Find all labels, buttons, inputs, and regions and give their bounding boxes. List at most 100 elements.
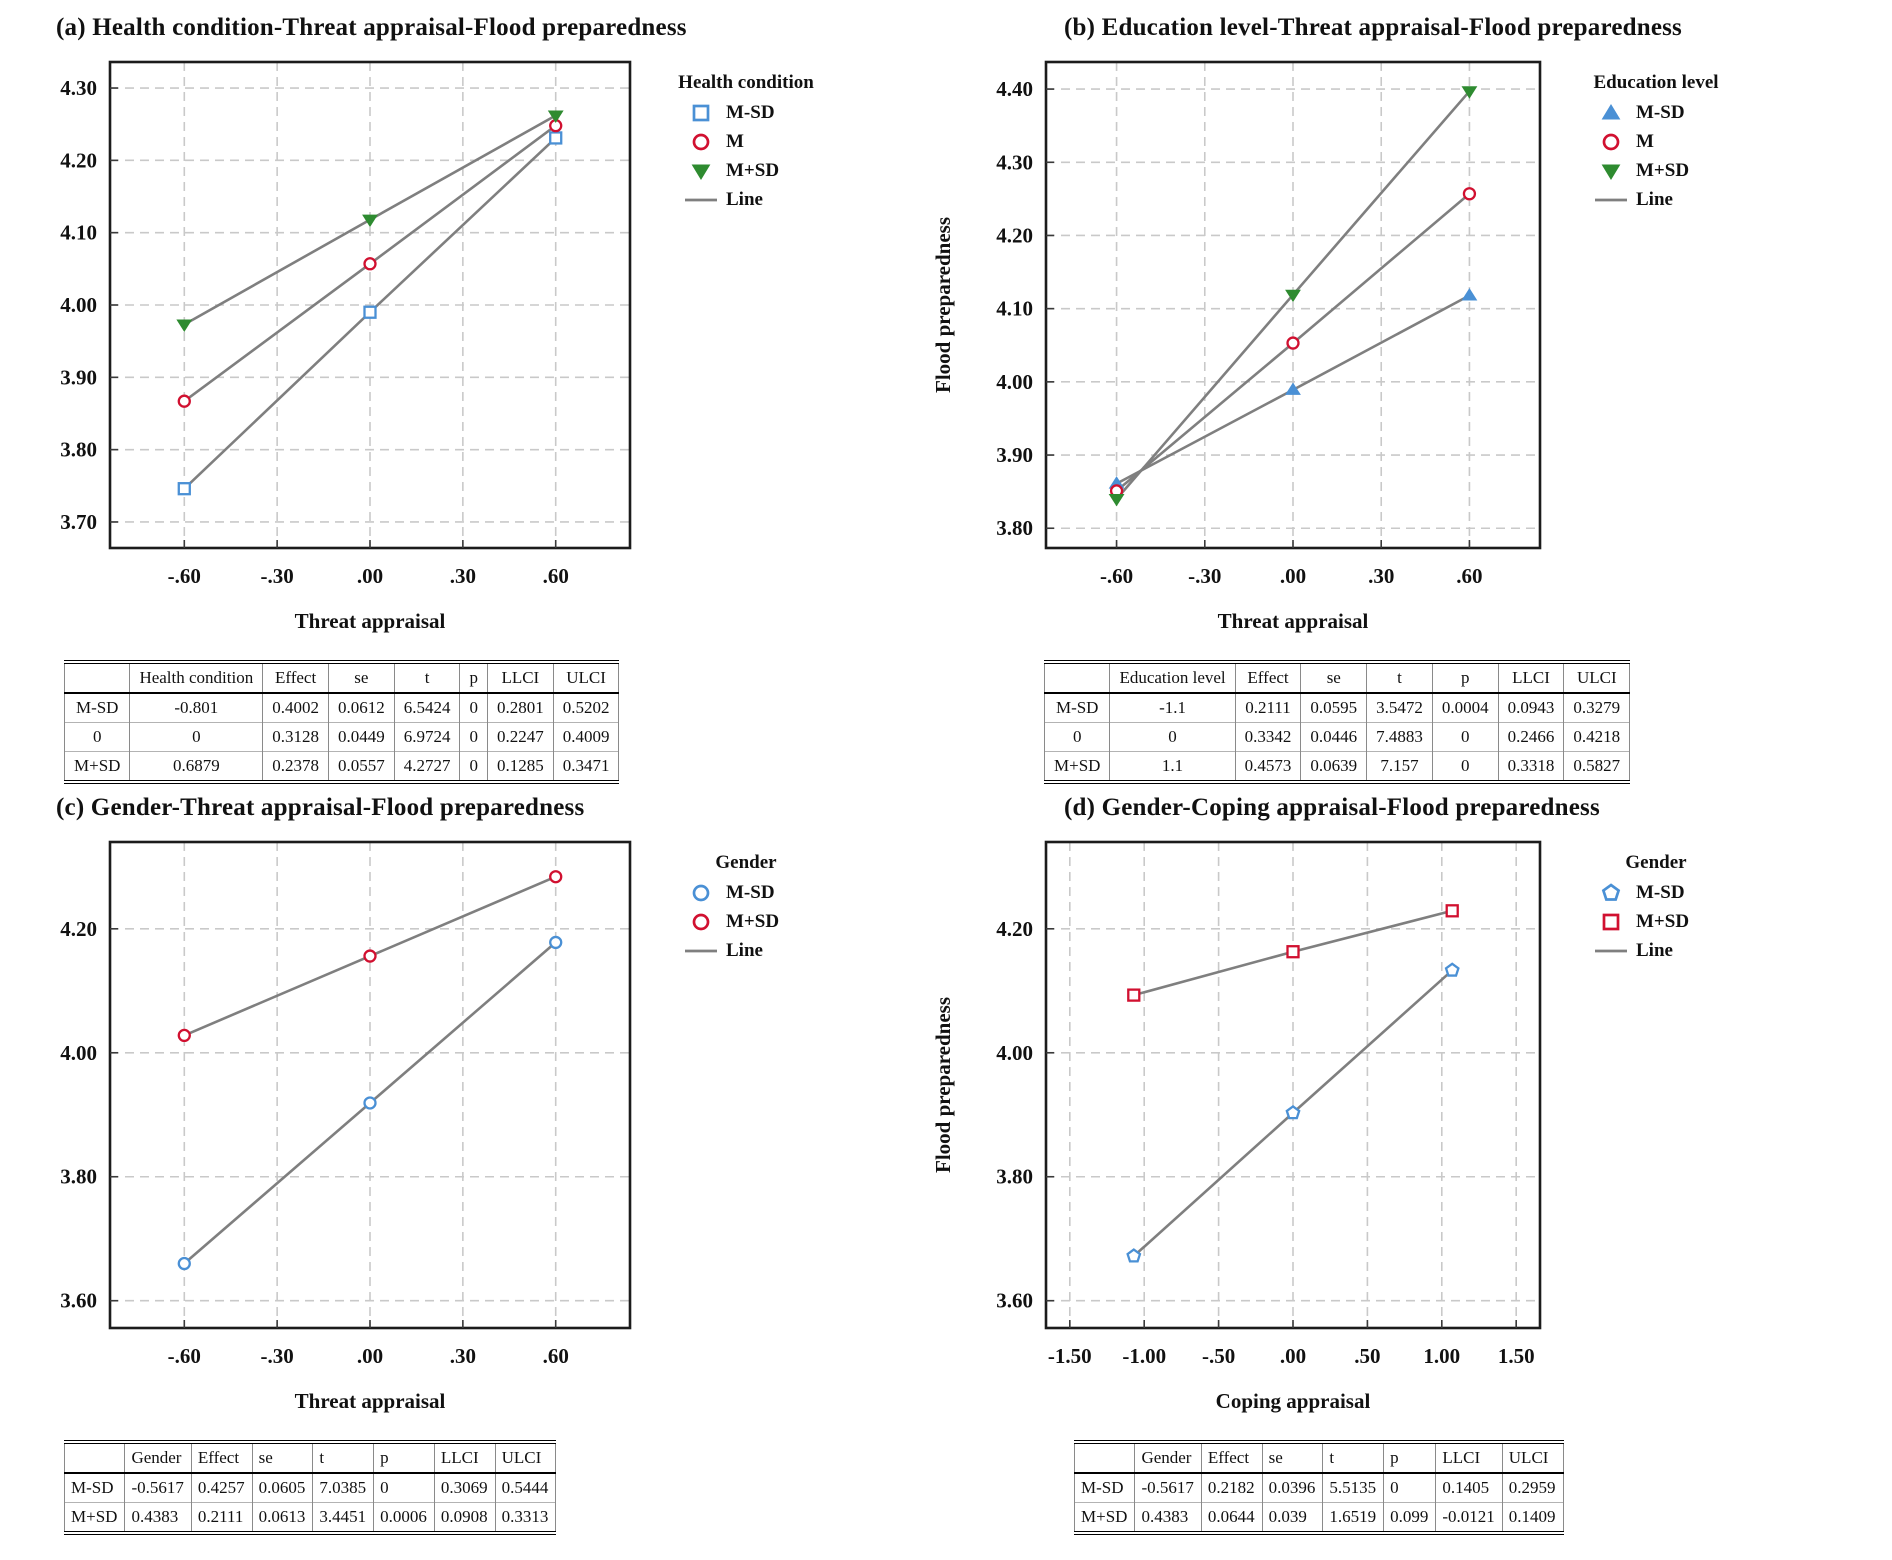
table-cell: 0.1285 bbox=[486, 751, 554, 782]
x-tick-label: .00 bbox=[357, 564, 383, 588]
open-square-icon bbox=[692, 104, 710, 121]
table-cell: 0.099 bbox=[1383, 1502, 1437, 1533]
legend-item: M+SD bbox=[1594, 907, 1744, 936]
table-cell: -0.5617 bbox=[1134, 1472, 1202, 1503]
line-icon bbox=[685, 949, 717, 952]
table-cell: 0.0449 bbox=[327, 722, 395, 752]
table-row: 0 0 0.3128 0.0449 6.9724 0 0.2247 0.4009 bbox=[63, 722, 620, 752]
table-cell: 0.2247 bbox=[486, 722, 554, 752]
x-axis-label: Threat appraisal bbox=[1218, 609, 1369, 633]
tri-down-icon bbox=[691, 164, 711, 180]
table-row: M+SD 0.4383 0.2111 0.0613 3.4451 0.0006 0.0908… bbox=[63, 1502, 557, 1533]
table-header-row: Gender Effect se t p LLCI ULCI bbox=[63, 1442, 557, 1474]
open-pentagon-icon bbox=[1285, 1104, 1301, 1120]
table-cell: 0 bbox=[1431, 751, 1499, 782]
column-header: p bbox=[1431, 662, 1499, 694]
table-cell: 0.0613 bbox=[251, 1502, 314, 1533]
row-label: 0 bbox=[63, 722, 131, 752]
stats-table-head: Health condition Effect se t p LLCI ULCI bbox=[63, 662, 620, 694]
row-label: M+SD bbox=[1043, 751, 1111, 782]
table-cell: 6.5424 bbox=[393, 692, 461, 723]
markers-m-sd bbox=[177, 131, 563, 496]
table-cell: 0.0595 bbox=[1300, 692, 1368, 723]
table-cell: 0.1409 bbox=[1501, 1502, 1564, 1533]
chart-svg: 3.70 3.80 3.90 4.00 4.10 4.20 4.30 -.60 -.30 .00.… bbox=[60, 60, 632, 633]
tick-marks bbox=[1046, 927, 1517, 1328]
open-circle-icon bbox=[177, 1028, 191, 1043]
open-circle-icon bbox=[1462, 187, 1477, 201]
legend-item-label: M-SD bbox=[726, 881, 775, 903]
y-tick-label: 4.10 bbox=[996, 297, 1033, 321]
table-cell: 0 bbox=[373, 1472, 435, 1503]
legend-item-label: M-SD bbox=[726, 101, 775, 123]
table-row: M+SD 0.4383 0.0644 0.039 1.6519 0.099 -0.0121 0… bbox=[1073, 1502, 1564, 1533]
legend-item: M-SD bbox=[1594, 878, 1744, 907]
legend-item-label: M bbox=[726, 130, 744, 152]
chart-row: 3.60 3.80 4.00 4.20 -1.50 -1.00 -.50 .00 .50 1.00… bbox=[924, 828, 1892, 1428]
table-cell: 0.0557 bbox=[327, 751, 395, 782]
open-circle-icon bbox=[692, 913, 710, 930]
legend-item-label: Line bbox=[1636, 188, 1673, 210]
table-cell: 0.0446 bbox=[1300, 722, 1368, 752]
legend: Gender M-SD M+SD Line bbox=[1568, 852, 1744, 965]
x-tick-label: .50 bbox=[1354, 1344, 1380, 1368]
x-axis-label: Threat appraisal bbox=[295, 609, 446, 633]
table-cell: 0.5444 bbox=[494, 1472, 557, 1503]
x-tick-label: -.60 bbox=[168, 564, 201, 588]
stats-table-head: Gender Effect se t p LLCI ULCI bbox=[63, 1442, 557, 1474]
chart-row: 3.80 3.90 4.00 4.10 4.20 4.30 4.40 -.60 -.30 .00.… bbox=[924, 48, 1892, 648]
table-cell: 0.6879 bbox=[129, 751, 264, 782]
column-header: Effect bbox=[190, 1442, 253, 1474]
table-cell: -0.0121 bbox=[1435, 1502, 1503, 1533]
table-row: M-SD -1.1 0.2111 0.0595 3.5472 0.0004 0.0943 0.… bbox=[1043, 692, 1631, 723]
table-cell: 0.3342 bbox=[1234, 722, 1302, 752]
tri-down-icon bbox=[691, 164, 711, 180]
y-tick-label: 3.70 bbox=[60, 510, 97, 534]
legend-title: Health condition bbox=[678, 72, 814, 93]
table-cell: 0.3069 bbox=[433, 1472, 496, 1503]
tri-up-icon bbox=[1461, 288, 1478, 301]
table-cell: 0.0639 bbox=[1300, 751, 1368, 782]
panel-c: (c) Gender-Threat appraisal-Flood prepar… bbox=[0, 780, 910, 1560]
table-cell: 0.0396 bbox=[1261, 1472, 1324, 1503]
line-icon bbox=[1595, 949, 1627, 952]
table-cell: 0.039 bbox=[1261, 1502, 1324, 1533]
tri-down-icon bbox=[547, 110, 564, 123]
y-tick-label: 3.80 bbox=[60, 1165, 97, 1189]
table-row: M-SD -0.801 0.4002 0.0612 6.5424 0 0.2801 0.520… bbox=[63, 692, 620, 723]
legend-items: M-SD M+SD Line bbox=[1568, 878, 1744, 965]
stats-table-head: Gender Effect se t p LLCI ULCI bbox=[1073, 1442, 1564, 1474]
table-cell: 0.2111 bbox=[190, 1502, 253, 1533]
column-header: p bbox=[459, 662, 488, 694]
column-header: se bbox=[251, 1442, 314, 1474]
table-cell: 0.3128 bbox=[262, 722, 329, 752]
legend-item: M-SD bbox=[684, 98, 834, 127]
column-header: Gender bbox=[1134, 1442, 1202, 1474]
legend-item-label: M+SD bbox=[726, 910, 780, 932]
table-cell: 0 bbox=[459, 692, 488, 723]
panel-title: (a) Health condition-Threat appraisal-Fl… bbox=[56, 14, 687, 41]
legend-title: Gender bbox=[1625, 852, 1687, 873]
x-tick-label: -.30 bbox=[1188, 564, 1221, 588]
column-header: Gender bbox=[124, 1442, 192, 1474]
column-header: t bbox=[1366, 662, 1433, 694]
y-axis-label: Flood preparedness bbox=[931, 997, 955, 1173]
stats-table: Education level Effect se t p LLCI ULCI M-SD -1… bbox=[1043, 660, 1631, 784]
column-header bbox=[63, 662, 131, 694]
legend-item-label: M+SD bbox=[1636, 910, 1690, 932]
x-tick-label: .30 bbox=[450, 564, 476, 588]
y-tick-label: 4.30 bbox=[996, 150, 1033, 174]
table-cell: 0.2801 bbox=[486, 692, 554, 723]
tri-up-icon bbox=[1601, 103, 1621, 119]
stats-table-body: M-SD -0.5617 0.4257 0.0605 7.0385 0 0.3069 0.54… bbox=[63, 1472, 557, 1533]
table-row: M-SD -0.5617 0.2182 0.0396 5.5135 0 0.1405 0.29… bbox=[1073, 1472, 1564, 1503]
row-label: M+SD bbox=[63, 751, 131, 782]
y-tick-label: 3.90 bbox=[996, 443, 1033, 467]
tri-up-icon bbox=[1601, 103, 1621, 119]
panel-d: (d) Gender-Coping appraisal-Flood prepar… bbox=[910, 780, 1892, 1560]
column-header: se bbox=[1261, 1442, 1324, 1474]
x-tick-label: -1.50 bbox=[1048, 1344, 1092, 1368]
y-tick-label: 3.80 bbox=[996, 1165, 1033, 1189]
row-label: M+SD bbox=[1073, 1502, 1136, 1533]
legend-items: M-SD M M+SD Line bbox=[658, 98, 834, 214]
